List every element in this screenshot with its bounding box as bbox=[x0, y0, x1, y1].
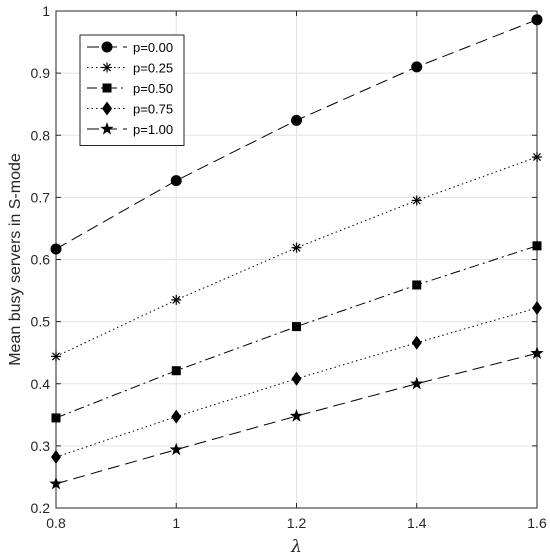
legend-box bbox=[79, 34, 185, 146]
axis-ticks: 0.8 1 1.2 1.4 1.6 0.2 0.3 0.4 0.5 0.6 0.7 0.8 0.9 1 bbox=[31, 3, 547, 531]
data-point bbox=[291, 114, 302, 126]
data-point bbox=[289, 409, 304, 422]
legend-marker bbox=[101, 41, 113, 53]
data-point bbox=[291, 371, 302, 386]
data-point bbox=[291, 242, 302, 253]
data-point bbox=[412, 280, 422, 290]
data-point bbox=[171, 366, 181, 376]
legend-marker bbox=[102, 101, 112, 116]
x-tick-label: 0.8 bbox=[46, 515, 66, 531]
y-tick-label: 0.8 bbox=[31, 127, 51, 143]
data-point bbox=[532, 241, 542, 251]
series-p-1-00 bbox=[49, 346, 544, 490]
y-tick-label: 0.9 bbox=[31, 65, 51, 81]
x-tick-label: 1 bbox=[172, 515, 180, 531]
data-point bbox=[411, 61, 423, 73]
legend-item: p=0.75 bbox=[87, 101, 173, 117]
data-point bbox=[169, 442, 183, 456]
y-tick-label: 0.7 bbox=[31, 189, 51, 205]
y-tick-label: 1 bbox=[42, 3, 50, 19]
series-p-0-00 bbox=[50, 14, 543, 255]
data-point bbox=[292, 322, 301, 332]
y-tick-label: 0.5 bbox=[31, 314, 51, 330]
data-point bbox=[51, 450, 61, 465]
series-p-0-25 bbox=[51, 151, 542, 362]
legend-marker bbox=[100, 122, 114, 135]
series-p-0-50 bbox=[51, 241, 542, 423]
data-point bbox=[532, 151, 542, 162]
legend-item: p=1.00 bbox=[87, 122, 173, 137]
data-point bbox=[530, 346, 544, 359]
data-point bbox=[171, 409, 182, 424]
y-axis-label: Mean busy servers in S-mode bbox=[7, 153, 24, 366]
legend-label: p=0.00 bbox=[133, 40, 173, 55]
legend-item: p=0.25 bbox=[87, 61, 173, 76]
series-line bbox=[55, 245, 538, 419]
data-point bbox=[411, 195, 422, 206]
series-group bbox=[49, 14, 544, 490]
y-tick-label: 0.4 bbox=[31, 376, 51, 392]
y-tick-label: 0.2 bbox=[31, 500, 51, 516]
legend-marker bbox=[102, 62, 112, 73]
x-tick-label: 1.2 bbox=[287, 515, 307, 531]
legend-label: p=0.25 bbox=[133, 61, 173, 76]
legend-item: p=0.50 bbox=[87, 81, 173, 96]
data-point bbox=[51, 351, 61, 362]
data-point bbox=[49, 476, 63, 490]
series-line bbox=[55, 352, 538, 485]
legend-marker bbox=[102, 83, 112, 93]
legend: p=0.00 p=0.25 p=0.50 p=0.75 p=1.00 bbox=[79, 34, 185, 146]
series-p-0-75 bbox=[51, 300, 542, 465]
data-point bbox=[532, 300, 542, 315]
data-point bbox=[170, 175, 182, 187]
legend-item: p=0.00 bbox=[87, 40, 173, 55]
data-point bbox=[51, 413, 61, 423]
y-tick-label: 0.3 bbox=[31, 438, 51, 454]
x-axis-label: λ bbox=[290, 537, 302, 557]
data-point bbox=[411, 335, 422, 350]
data-point bbox=[50, 243, 62, 255]
data-point bbox=[410, 376, 424, 390]
data-point bbox=[171, 294, 182, 305]
legend-label: p=0.75 bbox=[133, 102, 173, 117]
y-tick-label: 0.6 bbox=[31, 252, 51, 268]
legend-label: p=0.50 bbox=[133, 81, 173, 96]
legend-label: p=1.00 bbox=[133, 122, 173, 137]
x-tick-label: 1.6 bbox=[527, 515, 547, 531]
x-tick-label: 1.4 bbox=[407, 515, 427, 531]
data-point bbox=[531, 14, 543, 26]
